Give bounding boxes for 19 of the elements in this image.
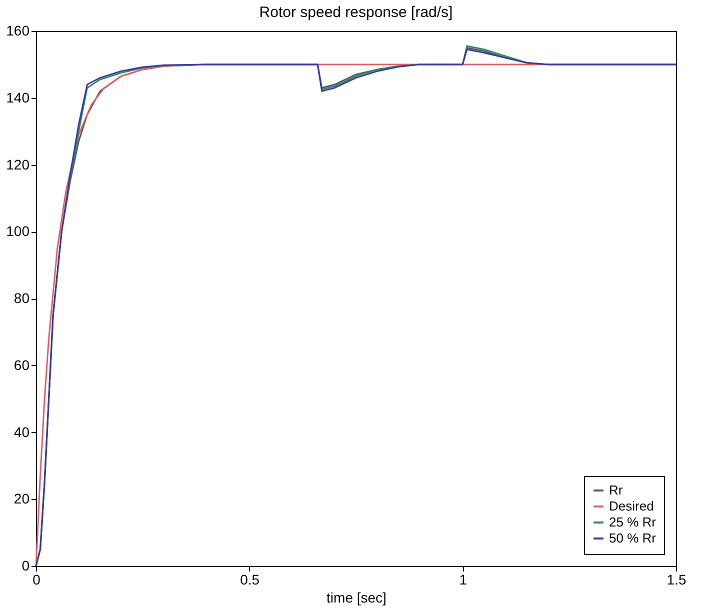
legend-label: 50 % Rr [609,530,657,546]
legend-label: Desired [609,498,654,514]
y-tick-label: 160 [6,22,30,38]
y-tick-label: 60 [14,356,30,373]
y-tick-label: 40 [14,424,30,440]
x-tick-label: 0.5 [240,572,260,588]
x-axis-title: time [sec] [326,590,386,606]
y-tick-label: 140 [6,89,30,106]
y-tick-label: 0 [22,558,30,574]
chart-title: Rotor speed response [rad/s] [259,4,453,21]
legend-label: Rr [609,482,624,498]
x-tick-label: 0 [32,572,41,588]
y-tick-label: 20 [14,490,30,507]
y-tick-label: 80 [14,290,30,306]
y-tick-label: 100 [6,223,30,240]
legend-label: 25 % Rr [609,514,657,530]
x-tick-label: 1.5 [666,572,686,588]
y-tick-label: 120 [6,156,30,172]
x-tick-label: 1 [459,572,468,588]
